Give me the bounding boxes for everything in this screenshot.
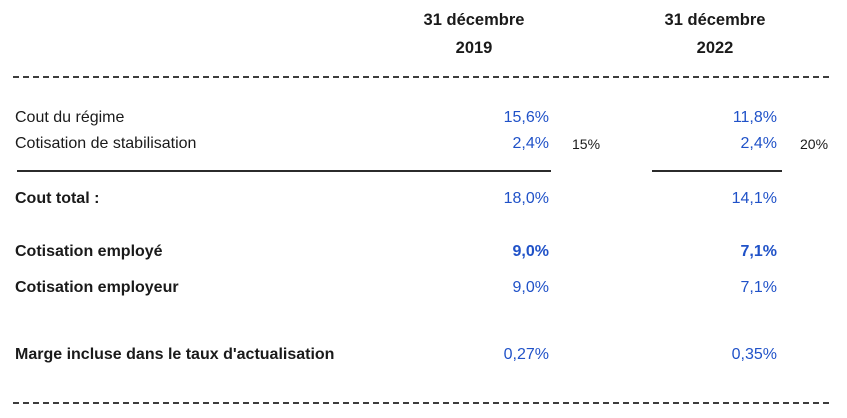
column-header-2022-line1: 31 décembre [664,11,766,29]
row-label: Marge incluse dans le taux d'actualisati… [15,346,335,363]
row-label: Cout total : [15,190,100,207]
value-2022: 2,4% [740,135,777,152]
row-label: Cotisation employeur [15,279,179,296]
value-2019: 2,4% [512,135,549,152]
value-2019: 9,0% [512,279,549,296]
column-header-2019: 31 décembre 2019 [389,6,559,62]
value-2022: 7,1% [740,243,777,260]
note-2022: 20% [800,136,829,152]
table-row-marge-taux-actualisation: Marge incluse dans le taux d'actualisati… [0,345,847,365]
value-2022: 7,1% [740,279,777,296]
row-label: Cout du régime [15,109,125,126]
subtotal-rule-2022 [652,170,782,172]
value-2022: 0,35% [731,346,777,363]
header-dashed-separator [13,76,833,78]
value-2022: 14,1% [731,190,777,207]
table-row-cotisation-employe: Cotisation employé 9,0% 7,1% [0,242,847,262]
table-row-cout-du-regime: Cout du régime 15,6% 11,8% [0,108,847,128]
column-header-2022-line2: 2022 [696,39,734,57]
footer-dashed-separator [13,402,833,404]
table-row-cotisation-de-stabilisation: Cotisation de stabilisation 2,4% 15% 2,4… [0,134,847,154]
column-header-2019-line1: 31 décembre [423,11,525,29]
table-row-cotisation-employeur: Cotisation employeur 9,0% 7,1% [0,278,847,298]
row-label: Cotisation employé [15,243,163,260]
value-2022: 11,8% [732,109,777,126]
table-row-cout-total: Cout total : 18,0% 14,1% [0,189,847,209]
value-2019: 15,6% [503,109,549,126]
value-2019: 9,0% [512,243,549,260]
subtotal-rule-2019 [17,170,551,172]
column-header-2019-line2: 2019 [455,39,493,57]
row-label: Cotisation de stabilisation [15,135,197,152]
value-2019: 0,27% [503,346,549,363]
value-2019: 18,0% [503,190,549,207]
note-2019: 15% [572,136,601,152]
column-header-2022: 31 décembre 2022 [630,6,800,62]
